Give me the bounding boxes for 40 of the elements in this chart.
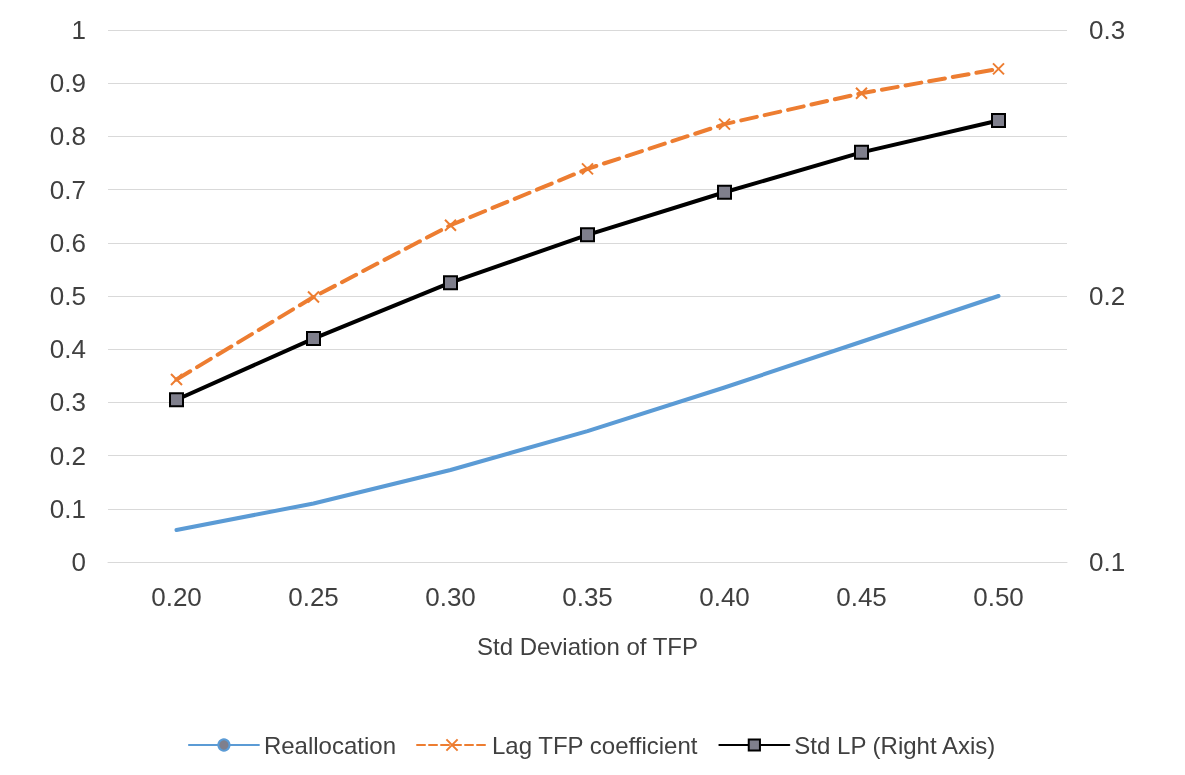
y-tick-label: 0 bbox=[71, 547, 86, 577]
point bbox=[444, 218, 457, 232]
y-tick-label: 0.9 bbox=[49, 68, 86, 99]
x-tick-label: 0.50 bbox=[973, 582, 1024, 612]
point bbox=[306, 331, 321, 347]
point bbox=[854, 144, 869, 160]
y-tick-label: 0.2 bbox=[49, 440, 86, 471]
point bbox=[718, 117, 731, 131]
point bbox=[717, 184, 732, 200]
x-tick-label: 0.20 bbox=[151, 582, 202, 612]
point bbox=[307, 290, 320, 304]
y2-tick-label: 0.2 bbox=[1089, 281, 1126, 311]
legend-label: Lag TFP coefficient bbox=[492, 731, 698, 759]
y-tick-label: 0.1 bbox=[49, 493, 86, 524]
line-series bbox=[174, 294, 1001, 533]
point bbox=[581, 162, 594, 176]
x-tick-label: 0.45 bbox=[836, 582, 887, 612]
x-tick-label: 0.40 bbox=[699, 582, 750, 612]
y-tick-label: 0.6 bbox=[49, 227, 86, 258]
point bbox=[170, 373, 183, 387]
point bbox=[991, 112, 1006, 128]
legend-label: Reallocation bbox=[263, 731, 397, 759]
point bbox=[580, 227, 595, 243]
point bbox=[992, 62, 1005, 76]
y2-tick-label: 0.1 bbox=[1089, 547, 1126, 577]
point bbox=[443, 275, 458, 291]
y-tick-label: 1 bbox=[71, 15, 86, 45]
point bbox=[169, 392, 184, 408]
legend-label: Std LP (Right Axis) bbox=[794, 731, 996, 759]
y2-tick-label: 0.3 bbox=[1089, 15, 1126, 45]
y-tick-label: 0.4 bbox=[49, 334, 86, 365]
y-tick-label: 0.5 bbox=[49, 281, 86, 311]
x-tick-label: 0.35 bbox=[562, 582, 613, 612]
x-tick-label: 0.30 bbox=[425, 582, 476, 612]
x-axis-title: Std Deviation of TFP bbox=[477, 632, 698, 660]
y-tick-label: 0.7 bbox=[49, 174, 86, 205]
point bbox=[855, 86, 868, 100]
y-tick-label: 0.8 bbox=[49, 121, 86, 152]
y-tick-label: 0.3 bbox=[49, 387, 86, 418]
x-tick-label: 0.25 bbox=[288, 582, 339, 612]
